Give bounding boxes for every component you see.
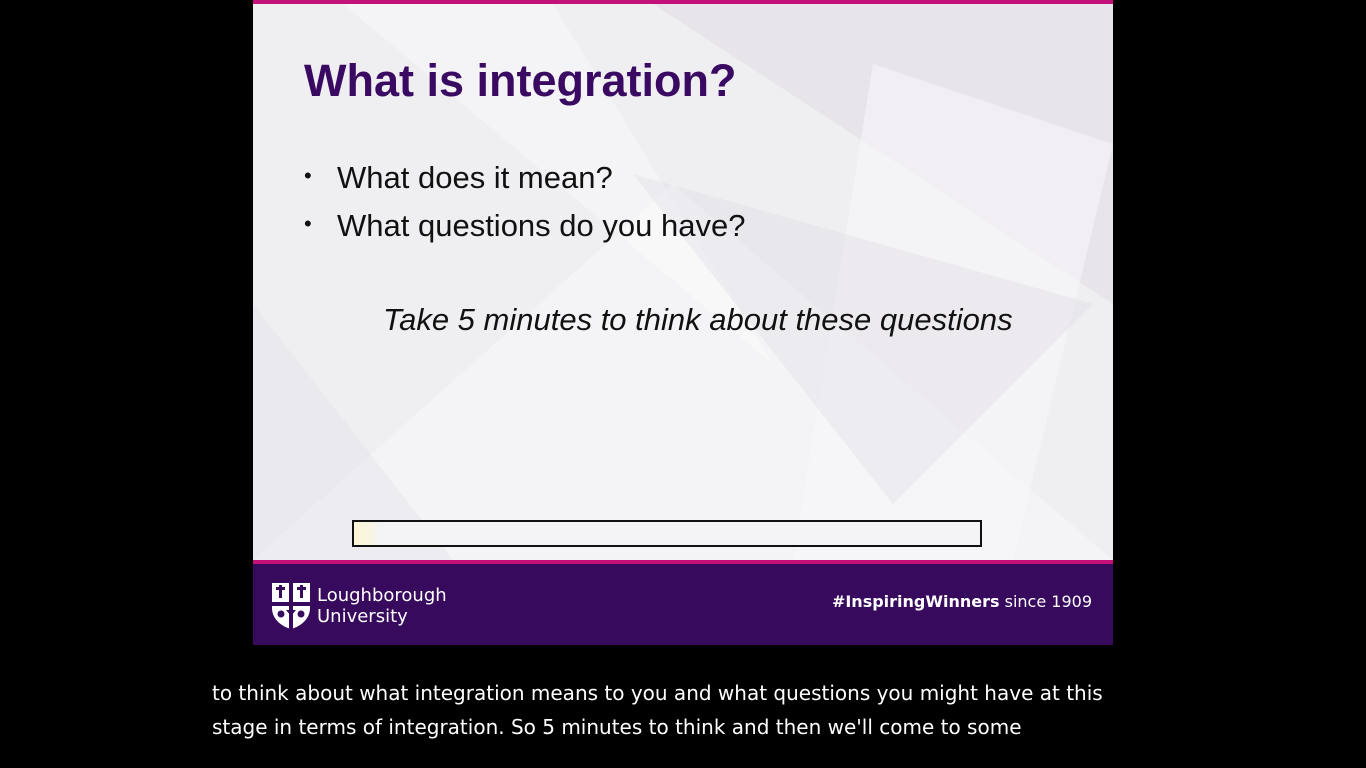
presentation-slide: What is integration? • What does it mean…: [253, 0, 1113, 645]
university-name: Loughborough University: [317, 585, 447, 627]
university-shield-icon: [272, 583, 310, 629]
footer-accent-line: [253, 560, 1113, 564]
bullet-text: What questions do you have?: [337, 208, 746, 243]
university-logo: Loughborough University: [271, 582, 447, 630]
slide-title: What is integration?: [304, 55, 737, 106]
slide-background-pattern: [253, 4, 1113, 560]
countdown-timer-bar: [352, 520, 982, 547]
bullet-item: • What does it mean?: [304, 154, 745, 202]
university-name-line2: University: [317, 606, 408, 627]
slide-footer: Loughborough University #InspiringWinner…: [253, 560, 1113, 645]
bullet-item: • What questions do you have?: [304, 202, 745, 250]
bullet-dot: •: [304, 211, 312, 236]
bullet-dot: •: [304, 163, 312, 188]
footer-tagline: #InspiringWinners since 1909: [832, 592, 1092, 612]
caption-line-1: to think about what integration means to…: [212, 681, 1103, 705]
countdown-timer-fill: [354, 522, 380, 545]
closed-captions: to think about what integration means to…: [212, 676, 1212, 744]
tagline-hashtag: #InspiringWinners: [831, 592, 1000, 611]
slide-prompt: Take 5 minutes to think about these ques…: [383, 302, 1013, 337]
slide-top-accent-bar: [253, 0, 1113, 4]
bullet-text: What does it mean?: [337, 160, 613, 195]
bullet-list: • What does it mean? • What questions do…: [304, 154, 745, 250]
caption-line-2: stage in terms of integration. So 5 minu…: [212, 715, 1022, 739]
tagline-since: since 1909: [999, 592, 1092, 611]
university-name-line1: Loughborough: [317, 585, 447, 606]
